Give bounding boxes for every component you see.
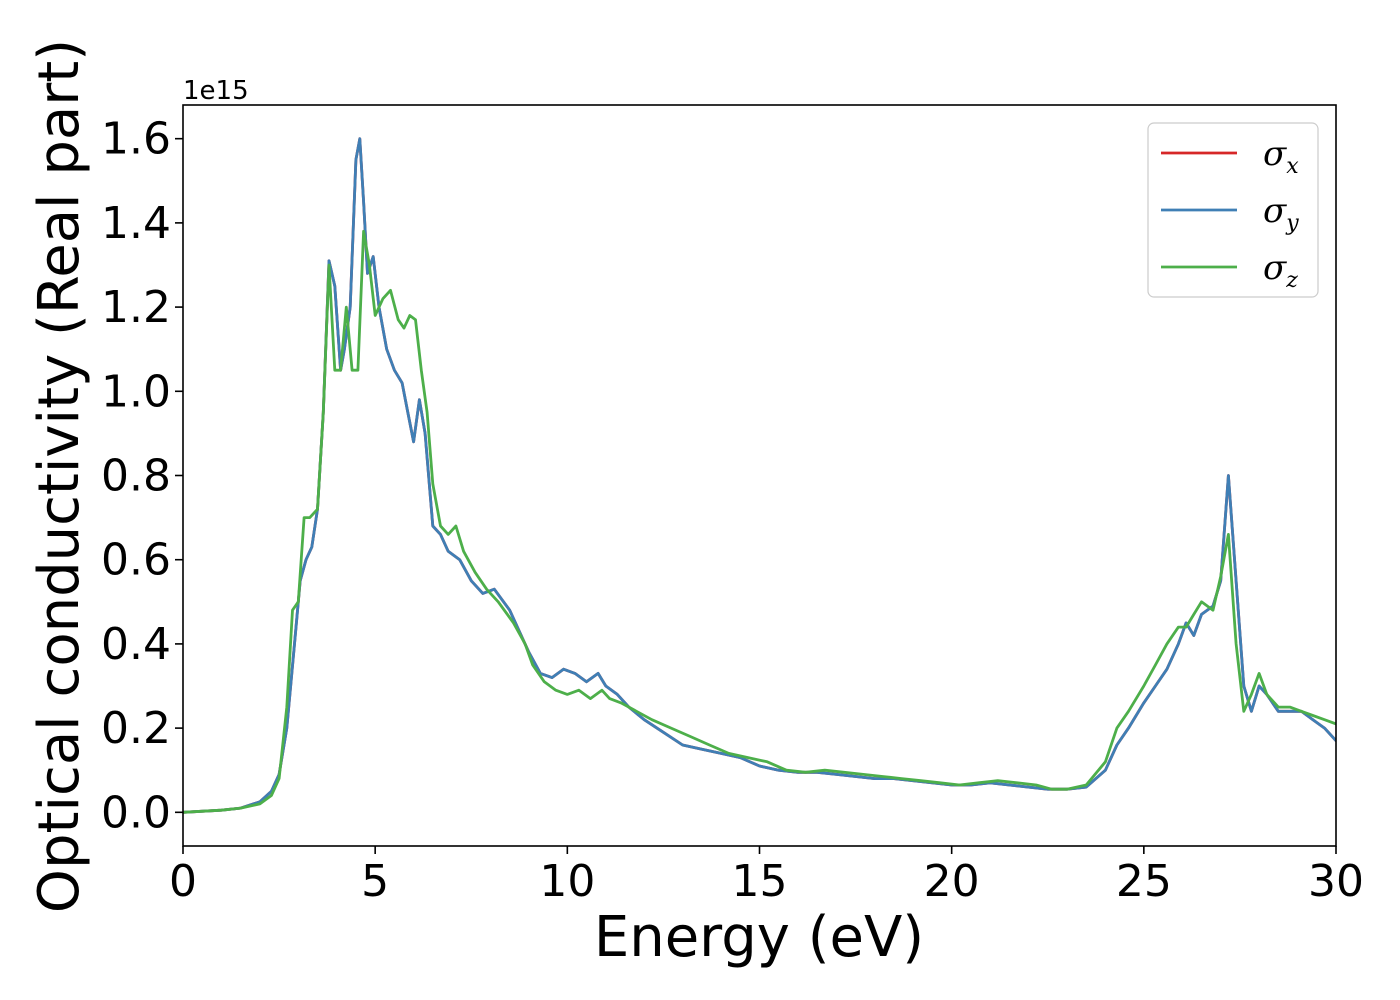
x-axis-title: Energy (eV) xyxy=(594,905,924,970)
y-tick-label: 1.4 xyxy=(101,198,171,249)
legend-label-x: σx xyxy=(1263,134,1299,179)
x-tick-label: 20 xyxy=(924,856,980,907)
y-tick-label: 1.0 xyxy=(101,366,171,417)
legend-label-y: σy xyxy=(1263,191,1299,236)
y-tick-label: 1.2 xyxy=(101,282,171,333)
y-axis: 0.0 0.2 0.4 0.6 0.8 1.0 1.2 1.4 1.6 xyxy=(101,114,183,838)
x-tick-label: 0 xyxy=(169,856,197,907)
y-tick-label: 0.8 xyxy=(101,451,171,502)
x-tick-label: 25 xyxy=(1116,856,1172,907)
x-tick-label: 30 xyxy=(1308,856,1364,907)
x-tick-label: 5 xyxy=(361,856,389,907)
series-layer xyxy=(183,137,1336,814)
y-offset-label: 1e15 xyxy=(183,76,249,106)
x-axis: 0 5 10 15 20 25 30 xyxy=(169,846,1364,907)
y-tick-label: 1.6 xyxy=(101,114,171,165)
plot-background xyxy=(183,105,1336,846)
legend: σx σy σz xyxy=(1147,122,1319,298)
y-axis-title: Optical conductivity (Real part) xyxy=(27,39,92,913)
y-tick-label: 0.6 xyxy=(101,535,171,586)
y-tick-label: 0.0 xyxy=(101,787,171,838)
series-line-z xyxy=(183,229,1336,814)
y-tick-label: 0.2 xyxy=(101,703,171,754)
x-tick-label: 10 xyxy=(539,856,595,907)
y-tick-label: 0.4 xyxy=(101,619,171,670)
x-tick-label: 15 xyxy=(732,856,788,907)
legend-label-z: σz xyxy=(1263,248,1298,293)
